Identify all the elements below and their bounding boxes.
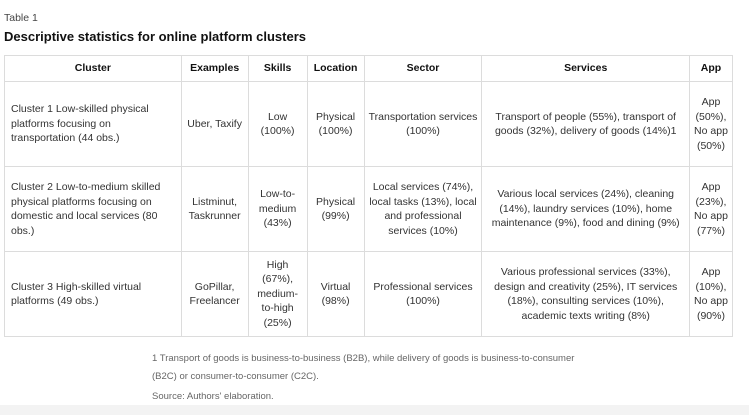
header-row: Cluster Examples Skills Location Sector …	[4, 55, 734, 82]
cell-cluster: Cluster 3 High-skilled virtual platforms…	[4, 251, 182, 337]
cell-examples: Listminut, Taskrunner	[180, 166, 249, 252]
header-examples: Examples	[180, 55, 249, 82]
table-title: Descriptive statistics for online platfo…	[4, 29, 306, 44]
cell-services: Various professional services (33%), des…	[481, 251, 690, 337]
cell-examples: Uber, Taxify	[180, 81, 249, 167]
header-location: Location	[306, 55, 365, 82]
cell-app: App (23%), No app (77%)	[688, 166, 734, 252]
cell-app: App (50%), No app (50%)	[688, 81, 734, 167]
footnote: 1 Transport of goods is business-to-busi…	[152, 353, 575, 382]
cell-services: Transport of people (55%), transport of …	[481, 81, 690, 167]
cell-skills: High (67%), medium-to-high (25%)	[247, 251, 308, 337]
cell-sector: Professional services (100%)	[363, 251, 483, 337]
header-cluster: Cluster	[4, 55, 182, 82]
statistics-table: Cluster Examples Skills Location Sector …	[4, 55, 734, 337]
cell-location: Virtual (98%)	[306, 251, 365, 337]
cell-location: Physical (99%)	[306, 166, 365, 252]
cell-cluster: Cluster 2 Low-to-medium skilled physical…	[4, 166, 182, 252]
table-caption: Table 1	[4, 12, 38, 24]
cell-sector: Transportation services (100%)	[363, 81, 483, 167]
cell-skills: Low-to-medium (43%)	[247, 166, 308, 252]
cell-cluster: Cluster 1 Low-skilled physical platforms…	[4, 81, 182, 167]
cell-app: App (10%), No app (90%)	[688, 251, 734, 337]
table-row: Cluster 3 High-skilled virtual platforms…	[4, 251, 734, 337]
table-row: Cluster 1 Low-skilled physical platforms…	[4, 81, 734, 167]
cell-location: Physical (100%)	[306, 81, 365, 167]
header-skills: Skills	[247, 55, 308, 82]
cell-skills: Low (100%)	[247, 81, 308, 167]
table-row: Cluster 2 Low-to-medium skilled physical…	[4, 166, 734, 252]
header-app: App	[688, 55, 734, 82]
bottom-band	[0, 405, 749, 415]
source-note: Source: Authors' elaboration.	[152, 391, 274, 402]
header-sector: Sector	[363, 55, 483, 82]
cell-examples: GoPillar, Freelancer	[180, 251, 249, 337]
cell-sector: Local services (74%), local tasks (13%),…	[363, 166, 483, 252]
cell-services: Various local services (24%), cleaning (…	[481, 166, 690, 252]
header-services: Services	[481, 55, 690, 82]
